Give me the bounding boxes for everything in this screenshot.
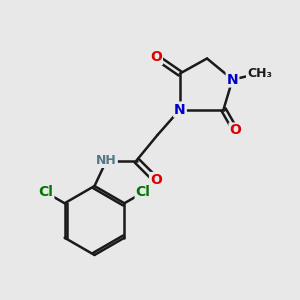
Text: O: O: [150, 50, 162, 64]
Text: N: N: [227, 73, 238, 86]
Text: O: O: [230, 124, 242, 137]
Text: Cl: Cl: [38, 185, 53, 200]
Text: O: O: [150, 173, 162, 187]
Text: Cl: Cl: [136, 185, 151, 200]
Text: NH: NH: [96, 154, 117, 167]
Text: N: N: [174, 103, 186, 116]
Text: CH₃: CH₃: [247, 67, 272, 80]
